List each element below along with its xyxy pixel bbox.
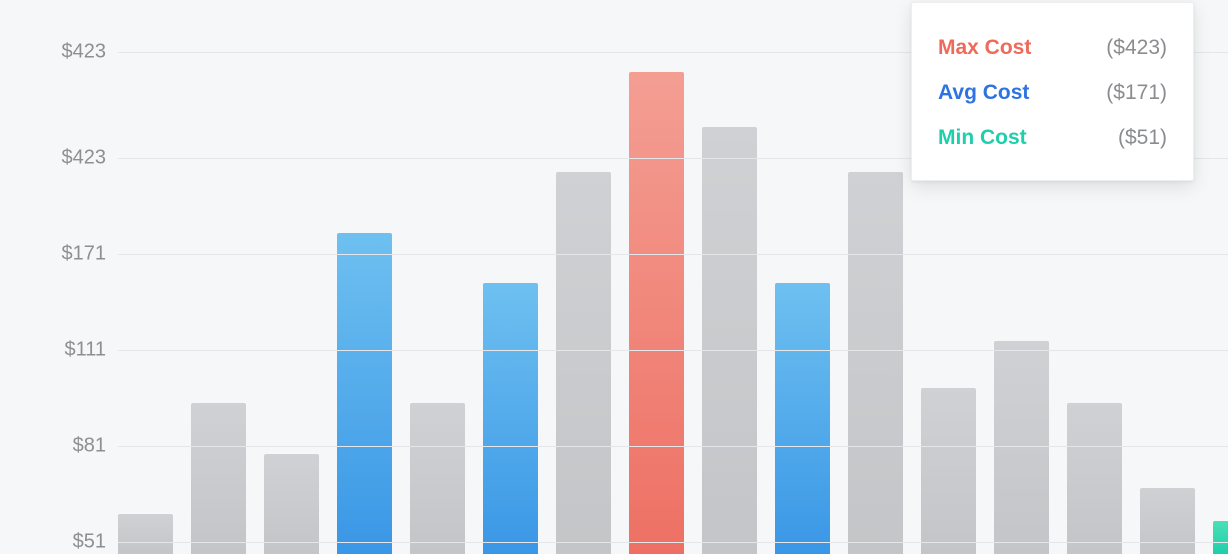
- legend-row: Min Cost ($51): [938, 115, 1167, 160]
- bar-grey: [118, 514, 173, 554]
- cost-legend-tooltip: Max Cost ($423) Avg Cost ($171) Min Cost ($51…: [911, 2, 1194, 181]
- legend-row: Avg Cost ($171): [938, 70, 1167, 115]
- gridline: [118, 350, 1228, 351]
- y-tick-label: $81: [73, 435, 106, 458]
- y-tick-label: $423: [62, 41, 107, 64]
- bar-grey: [702, 127, 757, 554]
- gridline: [118, 446, 1228, 447]
- bar-grey: [264, 454, 319, 554]
- legend-value: ($51): [1118, 127, 1167, 148]
- y-tick-label: $171: [62, 243, 107, 266]
- bar-grey: [921, 388, 976, 554]
- bar-grey: [1140, 488, 1195, 554]
- legend-label: Avg Cost: [938, 82, 1029, 103]
- bar-grey: [848, 172, 903, 554]
- bar-min: [1213, 521, 1228, 554]
- cost-bar-chart: $423 $423 $171 $111 $81 $51 Max Cost ($423) Avg…: [0, 0, 1228, 554]
- bar-grey: [410, 403, 465, 554]
- bar-avg: [775, 283, 830, 554]
- bar-grey: [994, 341, 1049, 554]
- bar-grey: [191, 403, 246, 554]
- bar-grey: [556, 172, 611, 554]
- legend-value: ($171): [1106, 82, 1167, 103]
- bar-grey: [1067, 403, 1122, 554]
- gridline: [118, 542, 1228, 543]
- legend-label: Max Cost: [938, 37, 1031, 58]
- legend-row: Max Cost ($423): [938, 25, 1167, 70]
- bar-avg: [483, 283, 538, 554]
- y-tick-label: $423: [62, 147, 107, 170]
- y-axis: $423 $423 $171 $111 $81 $51: [0, 0, 118, 554]
- legend-value: ($423): [1106, 37, 1167, 58]
- bar-avg: [337, 233, 392, 554]
- legend-label: Min Cost: [938, 127, 1027, 148]
- gridline: [118, 254, 1228, 255]
- y-tick-label: $111: [64, 339, 106, 362]
- y-tick-label: $51: [73, 531, 106, 554]
- bar-max: [629, 72, 684, 554]
